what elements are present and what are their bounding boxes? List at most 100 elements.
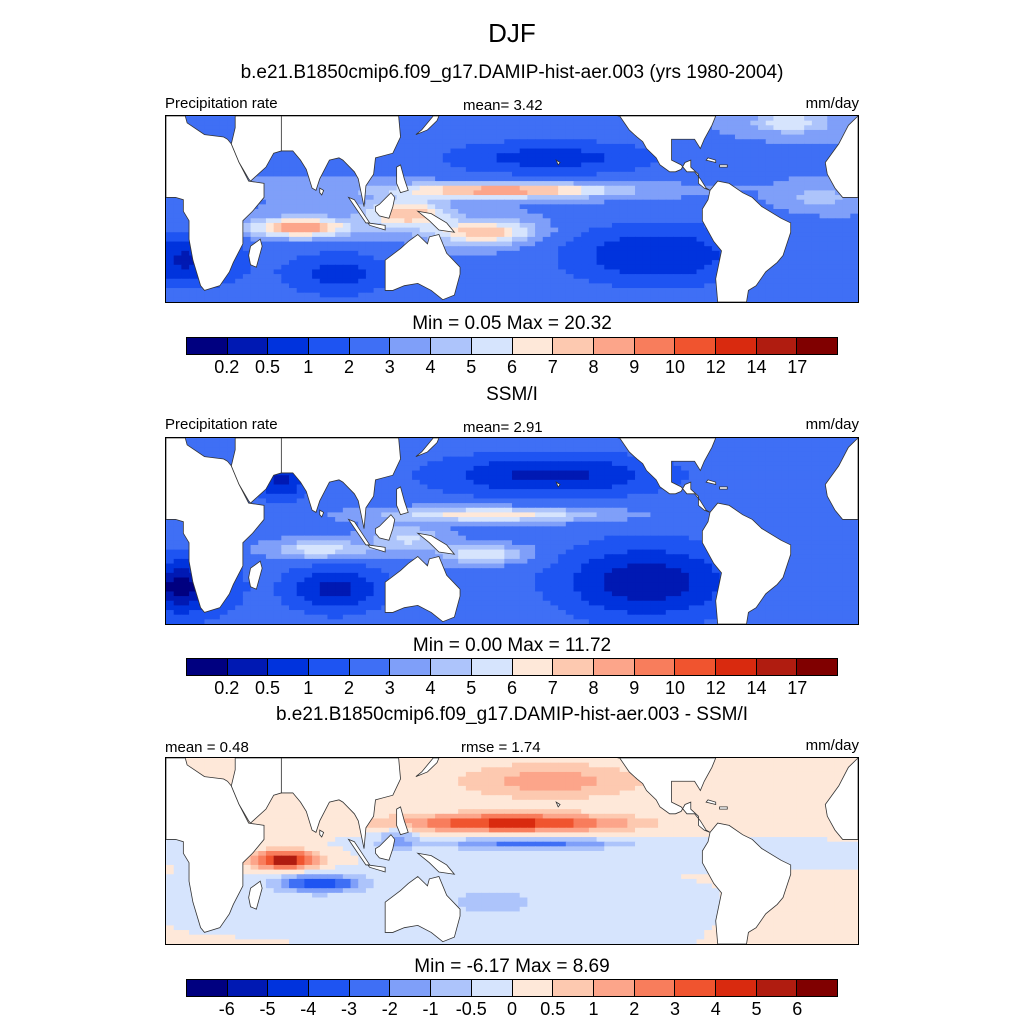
field-cell xyxy=(688,181,698,187)
field-cell xyxy=(627,274,636,280)
field-cell xyxy=(281,222,290,229)
field-cell xyxy=(811,190,821,196)
field-cell xyxy=(427,461,436,467)
field-cell xyxy=(696,297,705,302)
field-cell xyxy=(688,199,698,205)
field-cell xyxy=(535,260,544,266)
field-cell xyxy=(765,153,775,159)
field-cell xyxy=(473,278,482,284)
field-cell xyxy=(819,461,828,467)
field-cell xyxy=(758,195,767,201)
field-cell xyxy=(788,438,798,444)
field-cell xyxy=(758,153,767,159)
field-cell xyxy=(588,171,598,178)
field-cell xyxy=(504,470,513,476)
field-cell xyxy=(658,222,667,229)
field-cell xyxy=(834,278,844,284)
field-cell xyxy=(166,241,175,247)
field-cell xyxy=(688,269,698,275)
field-cell xyxy=(550,475,559,481)
field-cell xyxy=(427,475,436,481)
field-cell xyxy=(519,493,528,500)
field-cell xyxy=(527,278,536,284)
field-cell xyxy=(588,116,598,122)
field-cell xyxy=(711,148,721,154)
field-cell xyxy=(166,236,175,243)
field-cell xyxy=(442,489,452,495)
field-cell xyxy=(273,288,282,294)
field-cell xyxy=(773,195,782,201)
field-cell xyxy=(804,274,813,280)
field-cell xyxy=(588,190,598,196)
field-cell xyxy=(212,116,221,122)
field-cell xyxy=(181,222,190,229)
field-cell xyxy=(811,250,821,257)
field-cell xyxy=(711,120,721,126)
field-cell xyxy=(635,148,644,154)
field-cell xyxy=(488,222,498,229)
field-cell xyxy=(519,236,528,243)
field-cell xyxy=(289,479,298,486)
field-cell xyxy=(665,288,675,294)
field-cell xyxy=(742,120,751,126)
field-cell xyxy=(289,222,298,229)
field-cell xyxy=(704,489,713,495)
field-cell xyxy=(381,176,390,182)
field-cell xyxy=(604,475,613,481)
field-cell xyxy=(350,255,359,261)
field-cell xyxy=(665,246,675,252)
field-cell xyxy=(727,167,736,173)
field-cell xyxy=(673,153,682,159)
field-cell xyxy=(796,209,805,215)
field-cell xyxy=(781,479,790,486)
field-cell xyxy=(265,185,275,191)
field-cell xyxy=(273,213,282,219)
field-cell xyxy=(681,465,690,472)
field-cell xyxy=(512,498,521,504)
field-cell xyxy=(635,185,644,191)
field-cell xyxy=(611,288,621,294)
field-cell xyxy=(681,199,690,205)
field-cell xyxy=(719,447,728,453)
field-cell xyxy=(758,475,767,481)
field-cell xyxy=(504,162,513,168)
field-cell xyxy=(696,148,705,154)
field-cell xyxy=(227,125,236,131)
field-cell xyxy=(827,232,836,238)
field-cell xyxy=(504,148,513,154)
field-cell xyxy=(312,255,321,261)
field-cell xyxy=(542,479,552,486)
field-cell xyxy=(804,465,813,472)
field-cell xyxy=(650,171,659,178)
field-cell xyxy=(704,484,713,490)
field-cell xyxy=(781,470,790,476)
field-cell xyxy=(319,176,329,182)
field-cell xyxy=(312,209,321,215)
field-cell xyxy=(819,181,828,187)
field-cell xyxy=(350,232,359,238)
field-cell xyxy=(765,171,775,178)
field-cell xyxy=(527,297,536,302)
field-cell xyxy=(573,227,582,233)
field-cell xyxy=(550,269,559,275)
field-cell xyxy=(788,475,798,481)
field-cell xyxy=(412,489,421,495)
field-cell xyxy=(496,162,505,168)
field-cell xyxy=(781,120,790,126)
field-cell xyxy=(811,181,821,187)
field-cell xyxy=(327,255,336,261)
field-cell xyxy=(458,461,467,467)
field-cell xyxy=(481,181,490,187)
field-cell xyxy=(496,442,505,448)
field-cell xyxy=(558,269,567,275)
field-cell xyxy=(827,292,836,298)
field-cell xyxy=(542,246,552,252)
field-cell xyxy=(819,465,828,472)
field-cell xyxy=(412,288,421,294)
field-cell xyxy=(550,484,559,490)
field-cell xyxy=(442,120,452,126)
field-cell xyxy=(342,283,352,289)
field-cell xyxy=(635,465,644,472)
field-cell xyxy=(827,139,836,145)
field-cell xyxy=(435,489,444,495)
